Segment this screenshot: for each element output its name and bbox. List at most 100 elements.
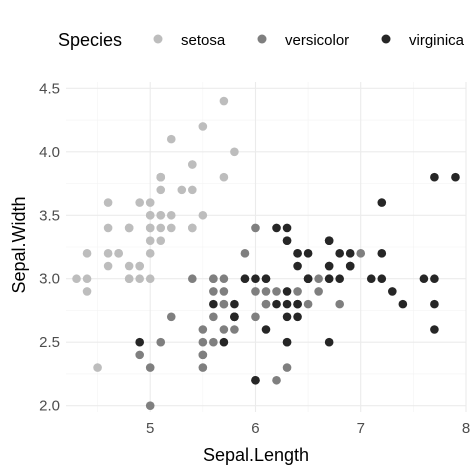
data-points bbox=[72, 96, 460, 410]
data-point-versicolor bbox=[251, 287, 260, 296]
data-point-virginica bbox=[366, 274, 376, 284]
legend-item-versicolor: versicolor bbox=[257, 32, 349, 49]
x-tick-label: 6 bbox=[251, 420, 259, 437]
data-point-versicolor bbox=[198, 325, 208, 334]
data-point-virginica bbox=[345, 249, 355, 258]
data-point-virginica bbox=[293, 249, 302, 258]
data-point-virginica bbox=[324, 236, 334, 245]
data-point-setosa bbox=[103, 223, 113, 233]
data-point-virginica bbox=[377, 198, 387, 207]
data-point-virginica bbox=[303, 249, 313, 258]
data-point-setosa bbox=[156, 236, 166, 245]
data-point-versicolor bbox=[219, 274, 229, 284]
data-point-virginica bbox=[324, 337, 334, 347]
data-point-versicolor bbox=[198, 350, 208, 360]
data-point-versicolor bbox=[198, 363, 208, 372]
data-point-virginica bbox=[398, 299, 408, 309]
data-point-setosa bbox=[103, 249, 113, 258]
data-point-virginica bbox=[324, 261, 334, 271]
data-point-versicolor bbox=[314, 287, 323, 296]
y-tick-label: 3.0 bbox=[39, 271, 60, 288]
x-tick-label: 5 bbox=[146, 420, 154, 437]
data-point-setosa bbox=[114, 249, 123, 258]
data-point-setosa bbox=[156, 223, 166, 233]
data-point-setosa bbox=[156, 172, 166, 182]
data-point-virginica bbox=[303, 274, 313, 284]
x-tick-label: 8 bbox=[462, 420, 470, 437]
data-point-virginica bbox=[293, 312, 302, 322]
x-axis-tick-labels: 5 6 7 8 bbox=[146, 420, 470, 437]
data-point-virginica bbox=[430, 274, 439, 284]
y-tick-label: 2.5 bbox=[39, 334, 60, 351]
data-point-versicolor bbox=[166, 312, 176, 322]
data-point-versicolor bbox=[219, 287, 229, 296]
data-point-setosa bbox=[135, 198, 144, 207]
data-point-virginica bbox=[240, 274, 250, 284]
y-tick-label: 4.5 bbox=[39, 80, 60, 97]
data-point-setosa bbox=[219, 172, 229, 182]
data-point-versicolor bbox=[240, 249, 250, 258]
y-axis-title: Sepal.Width bbox=[9, 196, 29, 293]
data-point-setosa bbox=[188, 185, 197, 195]
data-point-setosa bbox=[82, 287, 92, 296]
data-point-virginica bbox=[282, 236, 292, 245]
data-point-versicolor bbox=[145, 363, 155, 372]
data-point-virginica bbox=[282, 223, 292, 233]
data-point-setosa bbox=[177, 185, 187, 195]
data-point-versicolor bbox=[261, 299, 271, 309]
data-point-versicolor bbox=[251, 223, 260, 233]
data-point-setosa bbox=[124, 261, 134, 271]
data-point-versicolor bbox=[293, 287, 302, 296]
legend-label-virginica: virginica bbox=[409, 32, 465, 49]
legend-key-versicolor bbox=[257, 34, 267, 44]
data-point-versicolor bbox=[219, 299, 229, 309]
data-point-virginica bbox=[282, 337, 292, 347]
data-point-versicolor bbox=[230, 325, 239, 334]
data-point-setosa bbox=[103, 198, 113, 207]
data-point-versicolor bbox=[303, 299, 313, 309]
data-point-setosa bbox=[124, 223, 134, 233]
data-point-versicolor bbox=[335, 299, 344, 309]
data-point-setosa bbox=[188, 160, 197, 169]
data-point-versicolor bbox=[209, 337, 218, 347]
data-point-versicolor bbox=[209, 312, 218, 322]
data-point-setosa bbox=[188, 223, 197, 233]
y-tick-label: 3.5 bbox=[39, 207, 60, 224]
data-point-setosa bbox=[145, 236, 155, 245]
data-point-versicolor bbox=[272, 287, 281, 296]
data-point-setosa bbox=[93, 363, 102, 372]
data-point-setosa bbox=[124, 274, 134, 284]
plot-panel bbox=[66, 82, 467, 412]
data-point-virginica bbox=[282, 312, 292, 322]
data-point-virginica bbox=[335, 249, 344, 258]
data-point-virginica bbox=[251, 274, 260, 284]
data-point-versicolor bbox=[135, 350, 144, 360]
data-point-setosa bbox=[145, 198, 155, 207]
data-point-setosa bbox=[230, 147, 239, 157]
data-point-setosa bbox=[219, 96, 229, 106]
data-point-versicolor bbox=[261, 287, 271, 296]
x-tick-label: 7 bbox=[357, 420, 365, 437]
data-point-setosa bbox=[166, 210, 176, 220]
data-point-virginica bbox=[272, 223, 281, 233]
legend-key-setosa bbox=[153, 34, 163, 44]
data-point-versicolor bbox=[209, 274, 218, 284]
x-axis-title: Sepal.Length bbox=[203, 445, 309, 465]
y-tick-label: 4.0 bbox=[39, 144, 60, 161]
data-point-virginica bbox=[430, 299, 439, 309]
legend: Species setosa versicolor virginica bbox=[58, 30, 465, 50]
data-point-versicolor bbox=[356, 249, 366, 258]
data-point-virginica bbox=[345, 261, 355, 271]
data-point-virginica bbox=[230, 312, 239, 322]
major-gridlines bbox=[66, 82, 467, 412]
legend-item-virginica: virginica bbox=[381, 32, 465, 49]
legend-key-virginica bbox=[381, 34, 391, 44]
data-point-versicolor bbox=[209, 287, 218, 296]
data-point-virginica bbox=[261, 325, 271, 334]
data-point-virginica bbox=[377, 249, 387, 258]
data-point-versicolor bbox=[314, 274, 323, 284]
data-point-setosa bbox=[198, 210, 208, 220]
legend-label-setosa: setosa bbox=[181, 32, 226, 49]
